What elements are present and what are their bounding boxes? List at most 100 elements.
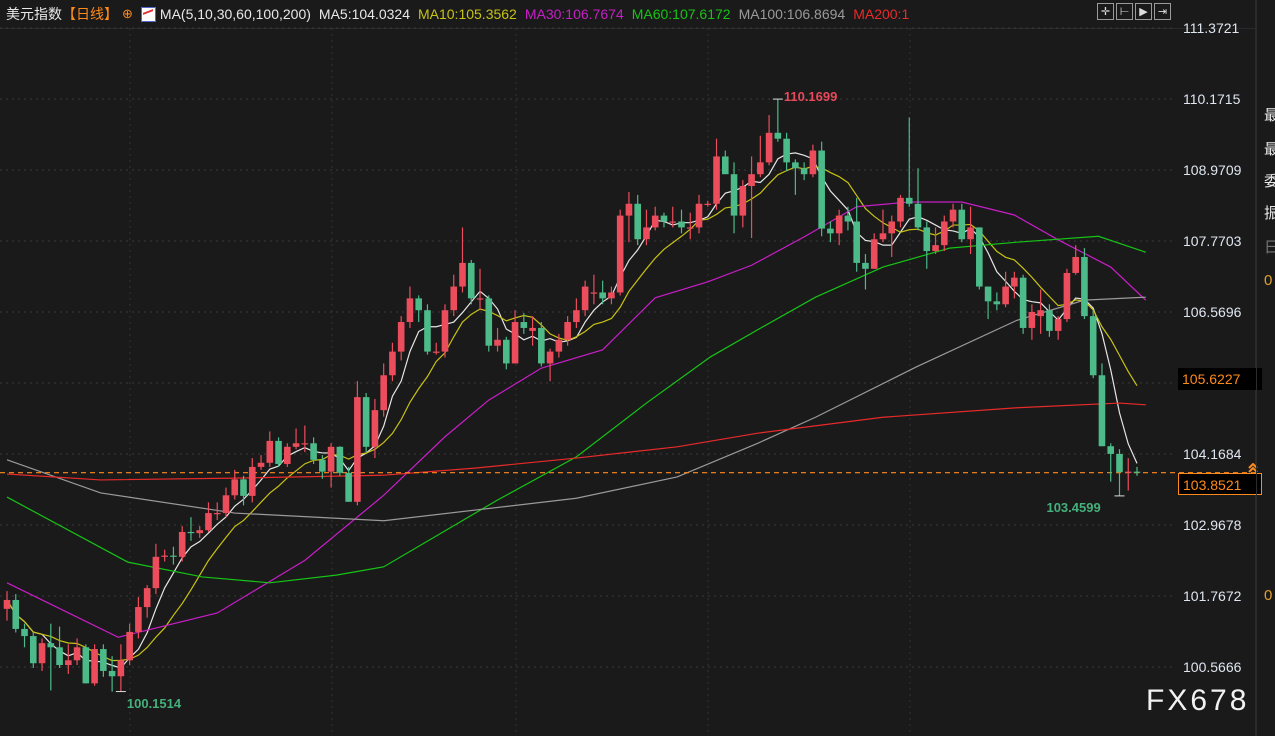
watermark-logo: FX678 xyxy=(1146,684,1250,717)
candle-body xyxy=(765,132,773,163)
candle-body xyxy=(511,322,519,364)
candle-body xyxy=(275,440,282,464)
candle-body xyxy=(686,227,694,229)
candle-body xyxy=(389,351,396,376)
candle-body xyxy=(678,221,685,228)
candle-body xyxy=(406,298,414,323)
indicator-settings-icon[interactable] xyxy=(140,6,156,22)
candle-body xyxy=(529,327,536,331)
zoom-range-icon[interactable]: ⊢ xyxy=(1116,3,1133,20)
candle-body xyxy=(301,443,309,445)
candle-body xyxy=(1046,310,1053,331)
price-tick-label: 110.1715 xyxy=(1183,90,1241,107)
candle-body xyxy=(748,174,755,187)
candle-body xyxy=(914,203,922,228)
price-tick-label: 108.9709 xyxy=(1183,161,1242,178)
candle-body xyxy=(100,649,107,671)
candle-body xyxy=(905,197,913,204)
candle-body xyxy=(993,301,1001,305)
candle-body xyxy=(616,215,624,293)
candle-body xyxy=(1028,311,1036,328)
candle-body xyxy=(65,660,72,666)
candle-body xyxy=(809,150,817,175)
candle-body xyxy=(310,443,317,460)
candle-body xyxy=(800,168,808,175)
candle-body xyxy=(424,310,431,352)
candle-body xyxy=(170,555,177,557)
candle-body xyxy=(397,322,405,352)
instrument-title: 美元指数 xyxy=(6,6,62,22)
period-selector[interactable]: 【日线】 xyxy=(62,6,118,22)
jump-to-end-icon[interactable]: ⇥ xyxy=(1154,3,1171,20)
candle-body xyxy=(608,292,615,299)
candle-body xyxy=(485,298,493,346)
candle-body xyxy=(1089,316,1097,376)
candle-body xyxy=(1098,375,1106,447)
ma5-value: MA5:104.0324 xyxy=(318,6,410,22)
low-price-annotation: 100.1514 xyxy=(126,695,182,711)
price-tick-label: 106.5696 xyxy=(1183,304,1242,320)
candle-body xyxy=(1011,277,1018,287)
candle-body xyxy=(161,555,168,557)
ma-line-ma60 xyxy=(6,235,1146,584)
candle-body xyxy=(12,599,20,629)
candle-body xyxy=(984,286,992,302)
candle-body xyxy=(213,513,221,515)
candle-body xyxy=(257,462,265,467)
candle-body xyxy=(590,292,598,294)
current-price-label: 103.8521 xyxy=(1178,473,1262,495)
ma200-value: MA200:1 xyxy=(853,6,910,22)
candle-body xyxy=(345,472,352,502)
candle-body xyxy=(932,245,939,252)
candle-body xyxy=(1072,256,1079,273)
candle-body xyxy=(1081,256,1088,317)
ma30-value: MA30:106.7674 xyxy=(524,6,624,22)
candle-body xyxy=(643,227,650,240)
candle-body xyxy=(248,466,256,496)
side-panel-label: 0 xyxy=(1264,272,1273,289)
ma-line-ma10 xyxy=(6,165,1138,662)
candle-body xyxy=(730,174,738,216)
low-price-annotation: 103.4599 xyxy=(1046,499,1101,515)
candle-body xyxy=(669,221,677,223)
candle-body xyxy=(844,215,852,222)
candle-body xyxy=(897,197,904,222)
candle-body xyxy=(792,162,799,169)
candle-body xyxy=(135,607,142,632)
price-tick-label: 104.1684 xyxy=(1183,446,1242,462)
ma-line-ma200 xyxy=(6,402,1146,481)
candle-body xyxy=(240,479,247,496)
candle-body xyxy=(757,162,764,175)
candle-body xyxy=(1133,471,1141,473)
price-tick-label: 102.9678 xyxy=(1183,517,1242,533)
candle-body xyxy=(284,446,291,464)
candle-body xyxy=(520,322,528,328)
highlighted-price-label: 105.6227 xyxy=(1178,368,1262,390)
candle-body xyxy=(196,530,204,534)
candle-body xyxy=(695,203,703,228)
candle-body xyxy=(1116,453,1123,473)
side-panel-label: 最 xyxy=(1264,107,1275,124)
ma-line-ma30 xyxy=(6,201,1147,638)
candle-body xyxy=(651,215,659,228)
crosshair-icon[interactable]: ✛ xyxy=(1097,3,1114,20)
play-icon[interactable]: ▶ xyxy=(1135,3,1152,20)
candle-body xyxy=(949,209,957,222)
candle-body xyxy=(555,339,563,352)
candle-body xyxy=(976,227,983,287)
candle-body xyxy=(143,588,151,608)
candle-body xyxy=(319,459,326,472)
candle-body xyxy=(38,643,46,664)
candle-body xyxy=(178,531,186,557)
ma-indicator-label[interactable]: MA(5,10,30,60,100,200) xyxy=(159,6,311,22)
candle-body xyxy=(371,410,379,447)
candle-body xyxy=(327,446,335,472)
candle-body xyxy=(827,228,834,234)
circle-plus-icon[interactable]: ⊕ xyxy=(122,6,133,21)
candle-body xyxy=(354,397,361,502)
candle-body xyxy=(459,262,466,287)
candle-body xyxy=(1107,446,1115,454)
candle-body xyxy=(187,531,195,534)
candle-body xyxy=(923,227,931,252)
